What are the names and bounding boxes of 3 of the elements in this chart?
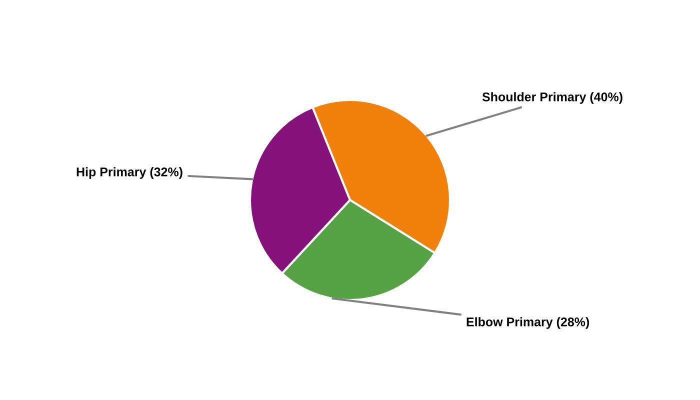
slice-label: Shoulder Primary (40%) bbox=[482, 92, 622, 104]
slice-label: Hip Primary (32%) bbox=[76, 167, 182, 179]
slice-label: Elbow Primary (28%) bbox=[466, 317, 590, 329]
